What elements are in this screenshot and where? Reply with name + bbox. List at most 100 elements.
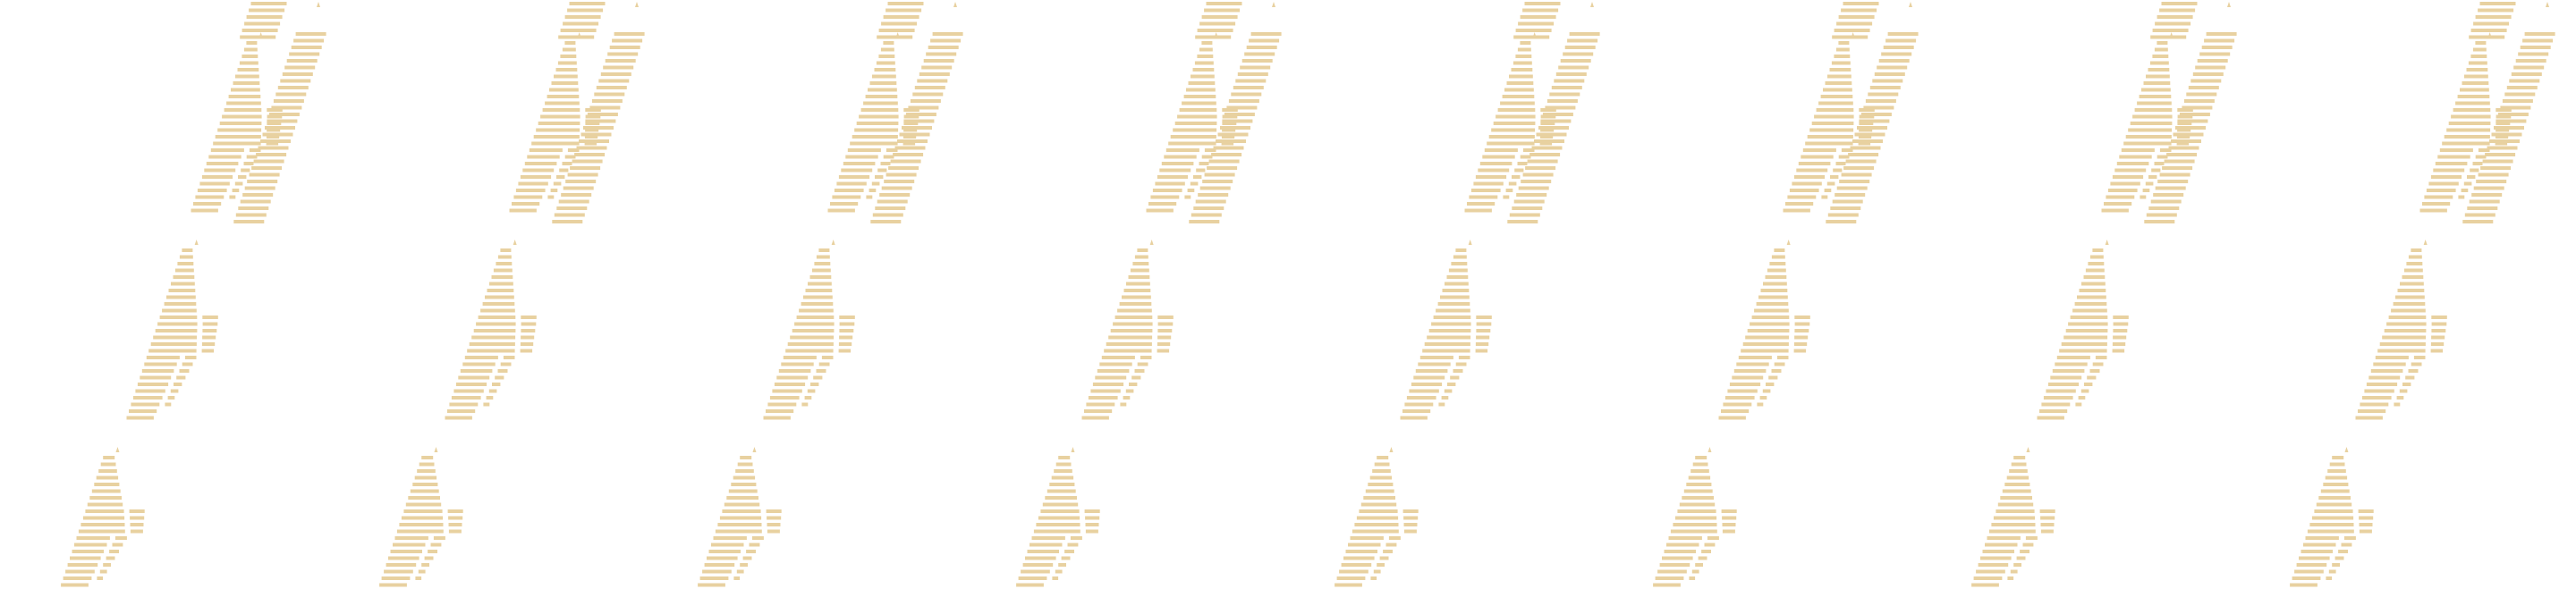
motif-21-stripe <box>724 502 760 507</box>
motif-0-right-leg <box>253 159 284 164</box>
motif-23-stripe <box>860 108 899 112</box>
motif-62-stripe <box>2046 389 2076 393</box>
motif-33-stripe-right <box>1222 128 1236 132</box>
motif-33-stripe-right <box>1222 122 1237 125</box>
motif-71-stripe <box>2296 563 2327 567</box>
motif-1-right-leg <box>567 172 598 177</box>
motif-53-stripe <box>1789 189 1819 192</box>
motif-53-stripe-right <box>1841 148 1853 152</box>
motif-21-stripe-right <box>749 543 760 547</box>
motif-23-stripe-right <box>902 135 917 139</box>
motif-5-right-leg <box>1857 126 1887 130</box>
motif-23-stripe <box>883 41 894 45</box>
motif-4-right-leg <box>1536 132 1567 137</box>
motif-63-stripe <box>2148 68 2170 72</box>
motif-7-top-stripe <box>2473 21 2510 26</box>
motif-2-right-leg <box>899 132 930 137</box>
motif-6-right-leg <box>2175 126 2206 130</box>
motif-2-right-leg <box>917 79 948 83</box>
motif-22-stripe <box>781 362 814 366</box>
motif-63-stripe <box>2104 202 2132 206</box>
motif-61-stripe <box>1993 516 2036 520</box>
motif-11-stripe <box>421 456 434 459</box>
motif-41-stripe-right <box>1402 509 1419 513</box>
motif-3-top-stripe <box>1199 21 1236 26</box>
motif-3-stripe-right <box>234 181 243 186</box>
motif-4-right-leg <box>1564 46 1596 49</box>
motif-32-stripe <box>1113 322 1153 326</box>
motif-33-stripe-right <box>1187 189 1195 192</box>
motif-6-right-leg <box>2171 139 2201 143</box>
motif-5-accent <box>1909 2 1912 7</box>
motif-12-stripe <box>482 302 515 306</box>
motif-12-tip-left <box>513 240 517 245</box>
motif-62-stripe <box>2063 335 2108 340</box>
motif-23-stripe-right <box>880 162 891 165</box>
motif-12-stripe <box>467 349 515 353</box>
motif-2-right-leg <box>888 166 919 170</box>
motif-33-stripe-right <box>1190 181 1199 186</box>
motif-5-top-stripe <box>1838 15 1875 19</box>
motif-7-top-stripe <box>2470 29 2507 32</box>
motif-13-stripe <box>512 202 540 206</box>
motif-53-stripe <box>1838 41 1850 45</box>
motif-22-stripe-right <box>839 335 853 340</box>
motif-3-stripe <box>201 175 233 179</box>
motif-43-stripe <box>1493 122 1536 125</box>
motif-31-stripe <box>1038 516 1080 520</box>
motif-62-stripe-right <box>2087 375 2097 380</box>
motif-21-stripe <box>699 576 729 580</box>
motif-6-top-stripe <box>2161 2 2198 5</box>
motif-6-right-leg <box>2179 113 2210 116</box>
motif-22-stripe-right <box>804 396 812 400</box>
motif-31-stripe-right <box>1052 576 1059 580</box>
motif-31-stripe <box>1054 469 1072 473</box>
motif-51-tip-left <box>1707 447 1712 452</box>
motif-72-stripe <box>2373 362 2406 366</box>
motif-62-stripe <box>2070 316 2108 319</box>
motif-11-stripe <box>399 523 444 526</box>
motif-1-right-leg <box>552 220 583 223</box>
motif-21-stripe-right <box>742 556 752 560</box>
motif-4-top-stripe <box>1515 29 1552 32</box>
motif-72-stripe <box>2358 409 2386 413</box>
motif-22-stripe-right <box>839 329 854 332</box>
motif-71-stripe <box>2301 550 2333 553</box>
motif-41-stripe <box>1339 569 1368 574</box>
motif-33-stripe <box>1150 195 1180 199</box>
motif-41-stripe-right <box>1385 543 1397 547</box>
motif-42-stripe <box>1455 248 1467 252</box>
motif-63-stripe <box>2107 189 2138 192</box>
motif-43-stripe-right <box>1517 162 1528 165</box>
motif-13-stripe <box>562 47 576 52</box>
motif-0-right-leg <box>291 46 322 49</box>
motif-5-top-stripe <box>1832 35 1868 39</box>
motif-62-stripe <box>2050 375 2082 380</box>
motif-4-top-stripe <box>1522 8 1559 13</box>
motif-21-stripe-right <box>767 516 782 520</box>
motif-0-right-leg <box>256 153 287 156</box>
motif-13-stripe-right <box>547 195 555 199</box>
motif-3-top-stripe <box>1204 8 1241 13</box>
motif-21-stripe <box>719 516 762 520</box>
motif-52-stripe-right <box>1776 356 1789 359</box>
motif-63-stripe-right <box>2145 181 2154 186</box>
motif-13-stripe <box>509 208 537 213</box>
motif-33-stripe-right <box>1193 175 1202 179</box>
motif-71-stripe <box>2292 576 2321 580</box>
motif-51-stripe <box>1692 462 1708 467</box>
motif-1-stripe <box>67 563 98 567</box>
motif-62-stripe <box>2074 302 2107 306</box>
motif-4-top-stripe <box>1524 2 1561 5</box>
motif-53-stripe <box>1801 155 1834 159</box>
motif-33-stripe <box>1148 202 1177 206</box>
motif-5-top-stripe <box>1841 8 1877 13</box>
motif-62-stripe <box>2092 248 2104 252</box>
motif-1-stripe <box>100 462 116 467</box>
motif-23-stripe-right <box>886 148 898 152</box>
motif-32-stripe <box>1099 362 1132 366</box>
motif-72-stripe <box>2377 349 2426 353</box>
motif-1-stripe <box>94 483 120 486</box>
motif-4-right-leg <box>1567 38 1598 43</box>
motif-4-right-leg <box>1516 193 1547 197</box>
